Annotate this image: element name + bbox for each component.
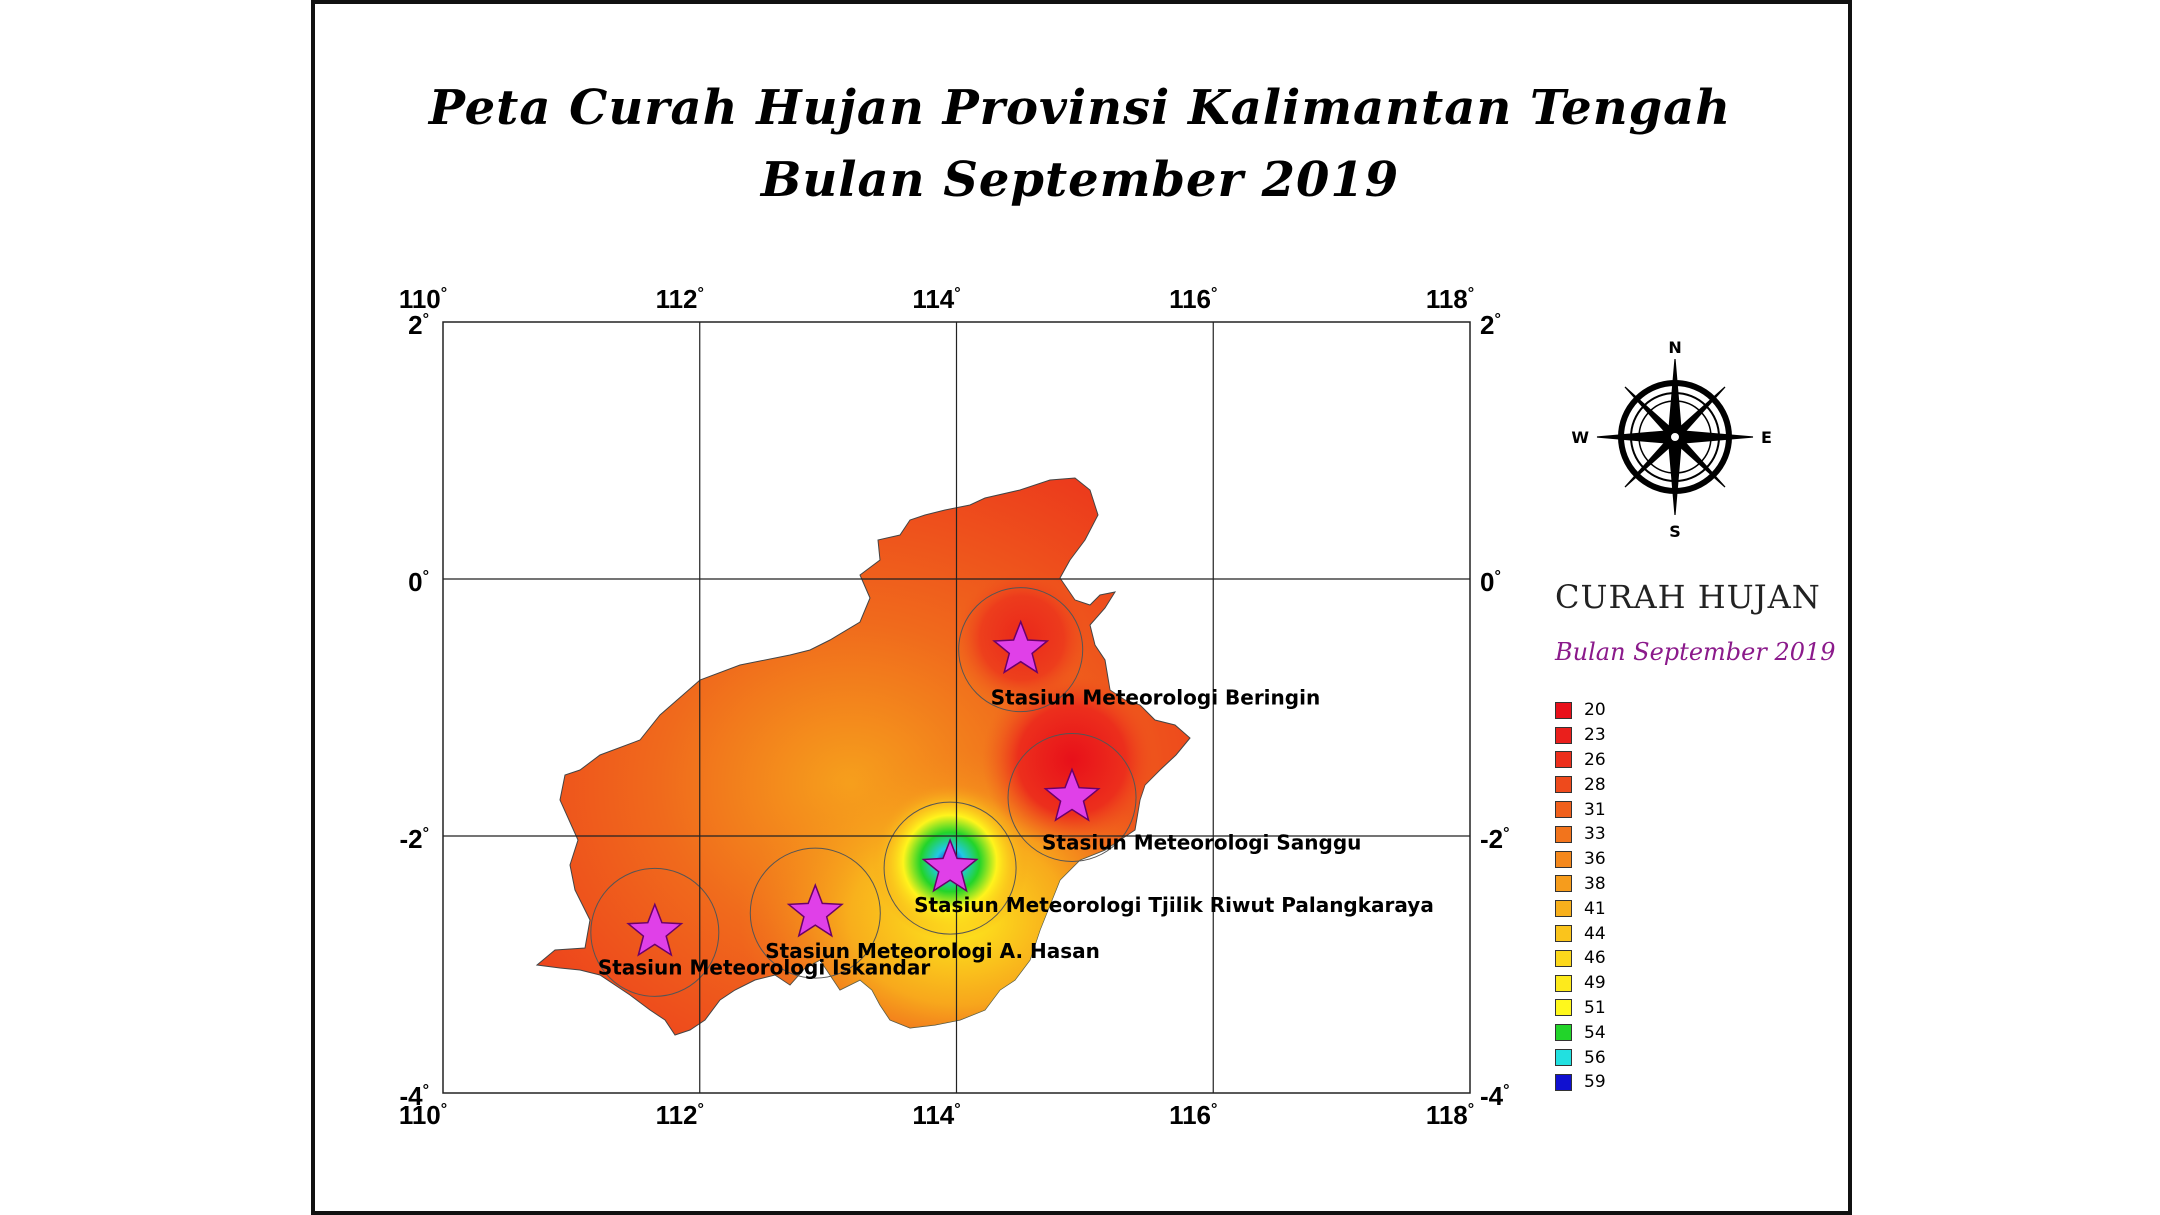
legend-item: 28 (1555, 772, 1606, 797)
lon-tick-bottom: 110° (399, 1100, 447, 1130)
station-markers: Stasiun Meteorologi Beringin Stasiun Mete… (598, 619, 1434, 979)
station-star-icon[interactable] (992, 619, 1050, 674)
station-buffer (1007, 732, 1137, 862)
legend-item: 46 (1555, 946, 1606, 971)
legend-swatch (1555, 776, 1572, 794)
legend-value: 28 (1584, 774, 1606, 795)
lat-tick-right: 0° (1480, 567, 1501, 597)
lat-tick-left: -2° (399, 824, 429, 854)
legend-item: 31 (1555, 797, 1606, 822)
compass-rose-icon: N S W E (1571, 338, 1772, 541)
lon-tick-top: 118° (1426, 284, 1474, 314)
lon-tick-bottom: 118° (1426, 1100, 1474, 1130)
station-buffer-circles (590, 587, 1137, 997)
legend-swatch (1555, 974, 1572, 992)
lat-tick-left: 2° (408, 310, 429, 340)
lon-tick-bottom: 112° (656, 1100, 704, 1130)
legend-subtitle: Bulan September 2019 (1555, 638, 1836, 666)
legend-swatch (1555, 1024, 1572, 1042)
legend-value: 49 (1584, 973, 1606, 994)
station-star-icon[interactable] (626, 902, 684, 957)
legend-value: 23 (1584, 725, 1606, 746)
legend-swatch (1555, 850, 1572, 868)
legend-value: 54 (1584, 1022, 1606, 1043)
map-title-line2: Bulan September 2019 (760, 152, 1400, 208)
station-buffer (883, 801, 1017, 935)
legend-value: 56 (1584, 1047, 1606, 1068)
legend-value: 33 (1584, 824, 1606, 845)
legend-item: 59 (1555, 1070, 1606, 1095)
legend-swatch (1555, 875, 1572, 893)
station-label: Stasiun Meteorologi Iskandar (598, 955, 931, 979)
lat-tick-right: -2° (1480, 824, 1510, 854)
legend-item: 23 (1555, 723, 1606, 748)
compass-w: W (1571, 428, 1589, 447)
lon-tick-bottom: 116° (1169, 1100, 1217, 1130)
station-buffer (958, 587, 1084, 713)
legend-item: 38 (1555, 872, 1606, 897)
legend-value: 36 (1584, 849, 1606, 870)
lat-tick-right: -4° (1480, 1081, 1510, 1111)
station-buffer (749, 847, 881, 979)
legend-value: 51 (1584, 997, 1606, 1018)
legend-swatch (1555, 801, 1572, 819)
legend-value: 59 (1584, 1072, 1606, 1093)
station-label: Stasiun Meteorologi Sanggu (1042, 830, 1361, 854)
legend-value: 46 (1584, 948, 1606, 969)
lon-tick-top: 116° (1169, 284, 1217, 314)
legend-swatch (1555, 751, 1572, 769)
lat-tick-right: 2° (1480, 310, 1501, 340)
legend-swatch (1555, 949, 1572, 967)
legend-value: 41 (1584, 898, 1606, 919)
province-region (535, 477, 1191, 1036)
legend-swatch (1555, 825, 1572, 843)
legend-item: 20 (1555, 698, 1606, 723)
station-label: Stasiun Meteorologi Beringin (991, 686, 1321, 710)
coordinate-ticks: 110° 110° 112° 112° 114° 114° 116° 116° 118° 118°… (399, 284, 1510, 1130)
legend-value: 26 (1584, 749, 1606, 770)
legend-value: 31 (1584, 799, 1606, 820)
legend-value: 44 (1584, 923, 1606, 944)
legend-swatch (1555, 925, 1572, 943)
legend-item: 54 (1555, 1020, 1606, 1045)
legend-item: 44 (1555, 921, 1606, 946)
legend-item: 36 (1555, 847, 1606, 872)
legend-swatch (1555, 726, 1572, 744)
legend-item: 41 (1555, 896, 1606, 921)
legend-swatch (1555, 1049, 1572, 1067)
station-star-icon[interactable] (786, 883, 844, 938)
map-title-line1: Peta Curah Hujan Provinsi Kalimantan Ten… (428, 80, 1732, 136)
legend-swatch (1555, 701, 1572, 719)
legend-swatch (1555, 900, 1572, 918)
legend-value: 38 (1584, 873, 1606, 894)
legend-item: 51 (1555, 996, 1606, 1021)
legend-item: 56 (1555, 1045, 1606, 1070)
legend-title: CURAH HUJAN (1555, 578, 1821, 616)
map-graticule (442, 321, 1471, 1094)
legend-item: 49 (1555, 971, 1606, 996)
legend-swatch (1555, 999, 1572, 1017)
station-star-icon[interactable] (1043, 767, 1101, 822)
station-star-icon[interactable] (921, 838, 979, 893)
lon-tick-top: 114° (912, 284, 960, 314)
lon-tick-top: 110° (399, 284, 447, 314)
legend-item: 26 (1555, 748, 1606, 773)
lat-tick-left: 0° (408, 567, 429, 597)
legend-item: 33 (1555, 822, 1606, 847)
station-label: Stasiun Meteorologi A. Hasan (765, 939, 1100, 963)
legend-swatch (1555, 1073, 1572, 1091)
lon-tick-bottom: 114° (912, 1100, 960, 1130)
compass-e: E (1761, 428, 1772, 447)
legend-value: 20 (1584, 700, 1606, 721)
legend-list: 20 23 26 28 31 33 36 38 41 44 46 49 51 54 56 59 (1555, 698, 1606, 1095)
compass-s: S (1669, 522, 1681, 541)
compass-n: N (1668, 338, 1681, 357)
station-label: Stasiun Meteorologi Tjilik Riwut Palangk… (914, 893, 1434, 917)
lon-tick-top: 112° (656, 284, 704, 314)
station-buffer (590, 867, 720, 997)
